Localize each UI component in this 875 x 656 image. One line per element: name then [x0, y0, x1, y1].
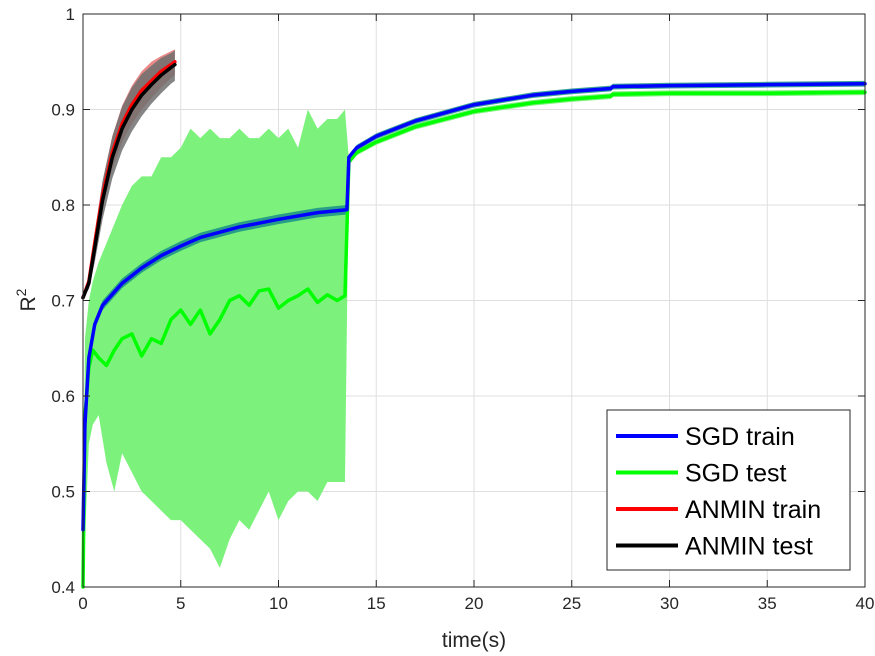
y-tick-label: 0.9: [51, 101, 75, 120]
y-tick-label: 0.4: [51, 578, 75, 597]
tick-labels: 0 5 10 15 20 25 30 35 40 0.4 0.5 0.6 0.7 0.8 0.9 1: [51, 5, 874, 613]
legend[interactable]: SGD train SGD test ANMIN train ANMIN test: [606, 409, 851, 571]
x-tick-label: 25: [562, 594, 581, 613]
series-lines: [81, 60, 867, 589]
x-tick-label: 20: [465, 594, 484, 613]
x-tick-label: 5: [176, 594, 185, 613]
y-axis-title-base: R: [17, 296, 40, 311]
legend-label-anmin-train: ANMIN train: [685, 496, 821, 524]
legend-label-sgd-test: SGD test: [685, 460, 786, 488]
y-tick-label: 0.6: [51, 387, 75, 406]
anmin-test-line: [81, 62, 177, 300]
ticks: [82, 13, 866, 588]
sgd-test-band: [83, 89, 865, 587]
y-tick-label: 0.8: [51, 196, 75, 215]
y-tick-label: 0.5: [51, 483, 75, 502]
x-axis-title: time(s): [442, 629, 506, 652]
y-axis-title: R2: [13, 288, 40, 311]
x-tick-label: 35: [758, 594, 777, 613]
sgd-train-line: [81, 81, 867, 532]
x-tick-label: 40: [856, 594, 875, 613]
x-tick-label: 0: [78, 594, 87, 613]
y-axis-title-superscript: 2: [13, 288, 29, 296]
x-tick-label: 30: [660, 594, 679, 613]
y-tick-label: 1: [66, 5, 75, 24]
y-tick-label: 0.7: [51, 292, 75, 311]
x-tick-label: 10: [269, 594, 288, 613]
x-tick-label: 15: [367, 594, 386, 613]
legend-label-anmin-test: ANMIN test: [685, 533, 813, 561]
legend-label-sgd-train: SGD train: [685, 423, 795, 451]
sgd-test-line: [81, 90, 867, 589]
